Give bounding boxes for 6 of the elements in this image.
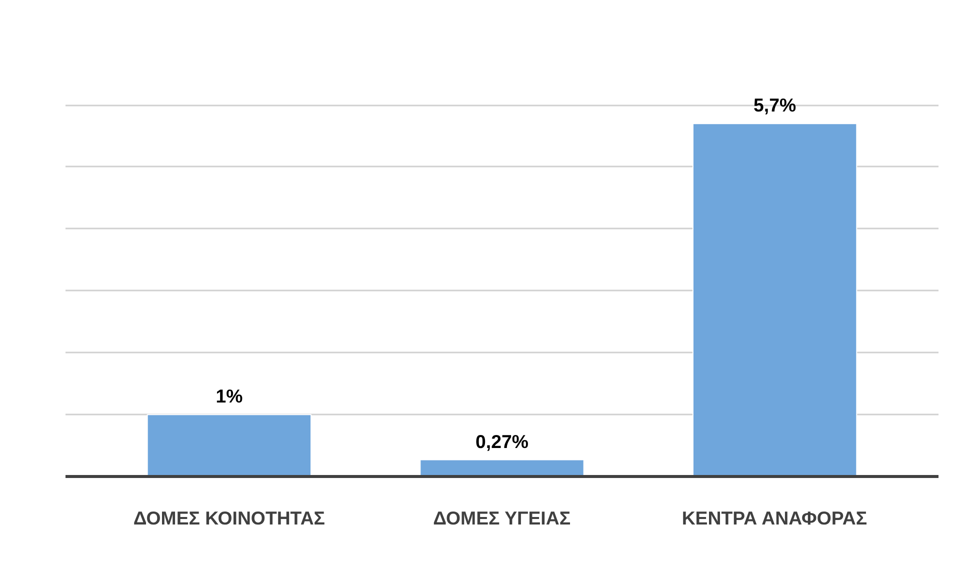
data-label: 0,27% xyxy=(476,430,529,452)
x-tick-label: ΔΟΜΕΣ ΥΓΕΙΑΣ xyxy=(433,508,571,528)
x-tick-label: ΔΟΜΕΣ ΚΟΙΝΟΤΗΤΑΣ xyxy=(133,508,326,528)
data-label: 5,7% xyxy=(754,94,796,116)
data-label: 1% xyxy=(216,386,244,407)
x-tick-label: ΚΕΝΤΡΑ ΑΝΑΦΟΡΑΣ xyxy=(682,508,868,528)
